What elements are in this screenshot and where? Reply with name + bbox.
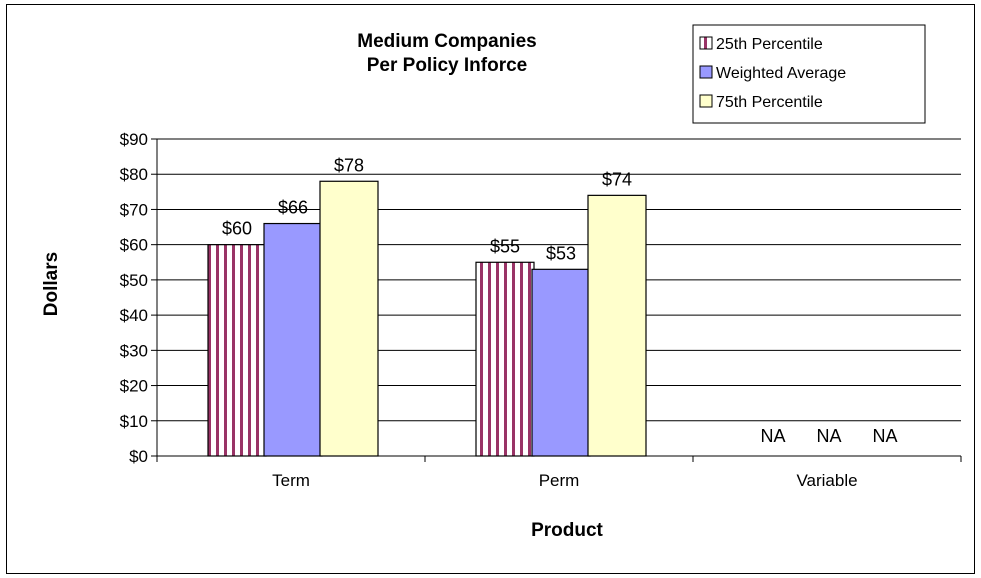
chart-frame: Medium Companies Per Policy Inforce $0 $1… <box>6 4 975 574</box>
legend-swatch <box>699 36 713 50</box>
data-label: NA <box>816 426 841 446</box>
y-tick-label: $20 <box>120 377 148 396</box>
y-tick-label: $40 <box>120 306 148 325</box>
legend-swatch <box>699 65 713 79</box>
data-label: $74 <box>602 169 632 189</box>
bar <box>319 180 379 457</box>
y-tick-label: $80 <box>120 165 148 184</box>
y-tick-label: $70 <box>120 200 148 219</box>
data-label: $53 <box>546 243 576 263</box>
bar <box>263 222 323 457</box>
legend: 25th Percentile Weighted Average 75th Perc… <box>692 24 926 124</box>
x-tick-label: Variable <box>796 471 857 490</box>
data-label: $78 <box>334 155 364 175</box>
legend-swatch <box>699 94 713 108</box>
data-labels: $60 $66 $78 $55 $53 $74 NA NA NA <box>222 155 898 446</box>
x-tick-label: Perm <box>539 471 580 490</box>
data-label: $66 <box>278 198 308 218</box>
bar <box>475 261 535 457</box>
data-label: NA <box>760 426 785 446</box>
data-label: $60 <box>222 219 252 239</box>
axes: $0 $10 $20 $30 $40 $50 $60 $70 $80 $90 Term Perm Var… <box>120 130 962 490</box>
bars <box>207 180 647 457</box>
y-axis-title: Dollars <box>41 252 62 316</box>
y-tick-label: $90 <box>120 130 148 149</box>
y-tick-label: $10 <box>120 412 148 431</box>
y-tick-label: $60 <box>120 236 148 255</box>
bar <box>207 244 267 457</box>
y-tick-label: $30 <box>120 341 148 360</box>
legend-label: 75th Percentile <box>716 94 823 111</box>
legend-label: 25th Percentile <box>716 36 823 53</box>
bar <box>587 194 647 457</box>
chart-title-line-2: Per Policy Inforce <box>367 55 528 76</box>
x-axis-title: Product <box>531 520 603 541</box>
x-tick-label: Term <box>272 471 310 490</box>
chart-canvas: Medium Companies Per Policy Inforce $0 $1… <box>41 24 962 541</box>
data-label: NA <box>872 426 897 446</box>
chart-title-line-1: Medium Companies <box>357 31 536 52</box>
bar <box>531 268 591 457</box>
y-tick-label: $0 <box>129 447 148 466</box>
legend-label: Weighted Average <box>716 65 846 82</box>
data-label: $55 <box>490 236 520 256</box>
y-tick-label: $50 <box>120 271 148 290</box>
legend-box <box>692 24 926 124</box>
